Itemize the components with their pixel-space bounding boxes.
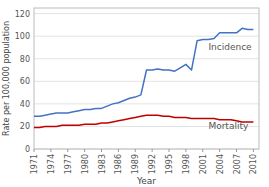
- x-tick-label: 1986: [114, 154, 123, 174]
- grid-line: [34, 103, 259, 104]
- grid-line: [34, 81, 259, 82]
- x-axis-label: Year: [136, 176, 156, 186]
- chart: 0 20 40 60 80 100 120 1971 1974 1977 1980 1983 1986 1…: [0, 0, 269, 187]
- x-tick-label: 1989: [131, 154, 140, 174]
- x-tick-label: 1995: [165, 154, 174, 174]
- x-tick: [67, 149, 68, 152]
- x-tick-label: 1983: [98, 154, 107, 174]
- x-tick: [169, 149, 170, 152]
- grid-line: [34, 58, 259, 59]
- x-tick-label: 1971: [30, 154, 39, 174]
- x-tick: [101, 149, 102, 152]
- x-tick-label: 2007: [233, 154, 242, 174]
- plot-area: [34, 28, 253, 127]
- x-tick: [34, 149, 35, 152]
- y-tick-label: 100: [15, 32, 30, 41]
- plot-frame: [34, 8, 259, 149]
- y-tick-label: 0: [25, 145, 30, 154]
- x-tick: [118, 149, 119, 152]
- y-axis-label: Rate per 100,000 population: [2, 21, 11, 136]
- grid-line: [34, 13, 259, 14]
- x-tick-label: 2001: [199, 154, 208, 174]
- y-tick-label: 80: [20, 55, 30, 64]
- y-tick-label: 120: [15, 10, 30, 19]
- x-tick: [185, 149, 186, 152]
- annotation: Mortality: [208, 121, 249, 131]
- x-tick: [50, 149, 51, 152]
- x-tick: [84, 149, 85, 152]
- y-tick-label: 40: [20, 100, 30, 109]
- x-tick: [152, 149, 153, 152]
- x-tick-label: 1977: [64, 154, 73, 174]
- x-tick: [253, 149, 254, 152]
- annotation: Incidence: [208, 42, 252, 52]
- series-line: [34, 28, 253, 116]
- y-tick-label: 20: [20, 122, 30, 131]
- y-tick-label: 60: [20, 77, 30, 86]
- x-tick-label: 2010: [249, 154, 258, 174]
- x-tick-label: 1998: [182, 154, 191, 174]
- grid-line: [34, 36, 259, 37]
- x-tick: [219, 149, 220, 152]
- x-tick-label: 1980: [81, 154, 90, 174]
- x-tick: [202, 149, 203, 152]
- x-tick-label: 2004: [216, 154, 225, 174]
- x-tick: [135, 149, 136, 152]
- x-tick: [236, 149, 237, 152]
- x-tick-label: 1974: [47, 154, 56, 174]
- x-tick-label: 1992: [148, 154, 157, 174]
